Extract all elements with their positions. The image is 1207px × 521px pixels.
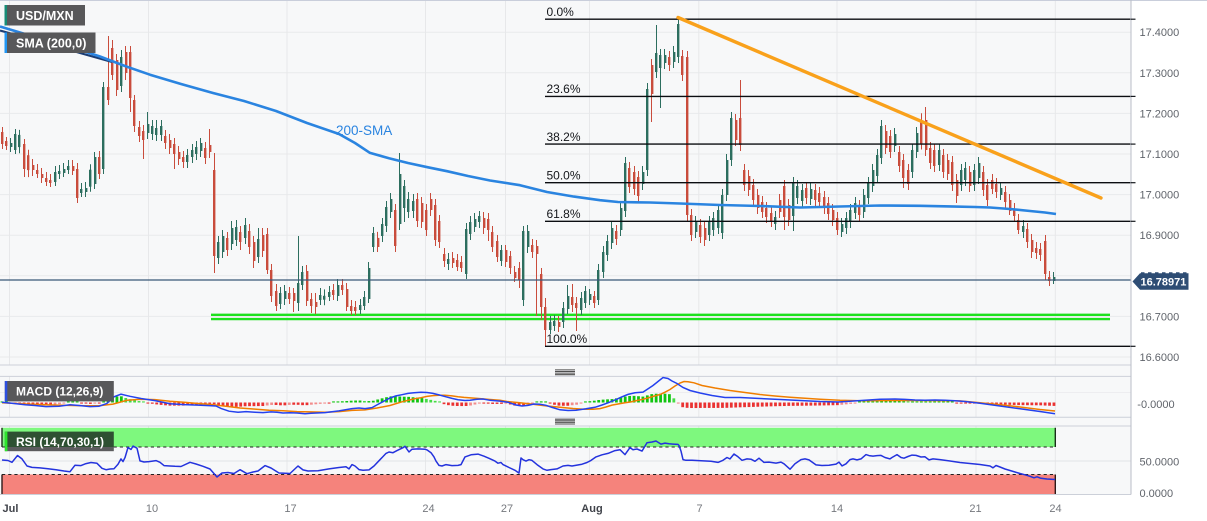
svg-text:17.0000: 17.0000 — [1140, 190, 1180, 202]
svg-text:21: 21 — [969, 503, 981, 515]
svg-text:50.0000: 50.0000 — [1140, 456, 1180, 468]
svg-text:61.8%: 61.8% — [547, 207, 581, 221]
svg-text:Jul: Jul — [3, 503, 19, 515]
svg-text:100.0%: 100.0% — [547, 332, 588, 346]
svg-text:16.7000: 16.7000 — [1140, 311, 1180, 323]
svg-text:200-SMA: 200-SMA — [336, 123, 392, 138]
svg-text:24: 24 — [422, 503, 434, 515]
svg-text:16.9000: 16.9000 — [1140, 230, 1180, 242]
svg-text:17.4000: 17.4000 — [1140, 27, 1180, 39]
svg-text:0.0%: 0.0% — [547, 5, 575, 19]
svg-text:50.0%: 50.0% — [547, 169, 581, 183]
svg-text:USD/MXN: USD/MXN — [16, 9, 74, 23]
svg-text:SMA (200,0): SMA (200,0) — [16, 36, 86, 50]
svg-text:17: 17 — [284, 503, 296, 515]
svg-text:27: 27 — [501, 503, 513, 515]
svg-text:7: 7 — [696, 503, 702, 515]
svg-text:14: 14 — [831, 503, 843, 515]
svg-text:0.0000: 0.0000 — [1140, 488, 1174, 500]
svg-text:10: 10 — [146, 503, 158, 515]
svg-text:Aug: Aug — [581, 503, 602, 515]
svg-text:RSI (14,70,30,1): RSI (14,70,30,1) — [16, 435, 104, 449]
svg-text:16.6000: 16.6000 — [1140, 352, 1180, 364]
svg-text:MACD (12,26,9): MACD (12,26,9) — [16, 384, 103, 398]
svg-text:17.1000: 17.1000 — [1140, 149, 1180, 161]
svg-text:16.78971: 16.78971 — [1141, 277, 1187, 289]
svg-text:38.2%: 38.2% — [547, 130, 581, 144]
svg-text:-0.0000: -0.0000 — [1137, 399, 1174, 411]
svg-text:17.2000: 17.2000 — [1140, 108, 1180, 120]
svg-text:24: 24 — [1049, 503, 1061, 515]
svg-text:23.6%: 23.6% — [547, 82, 581, 96]
svg-text:17.3000: 17.3000 — [1140, 68, 1180, 80]
